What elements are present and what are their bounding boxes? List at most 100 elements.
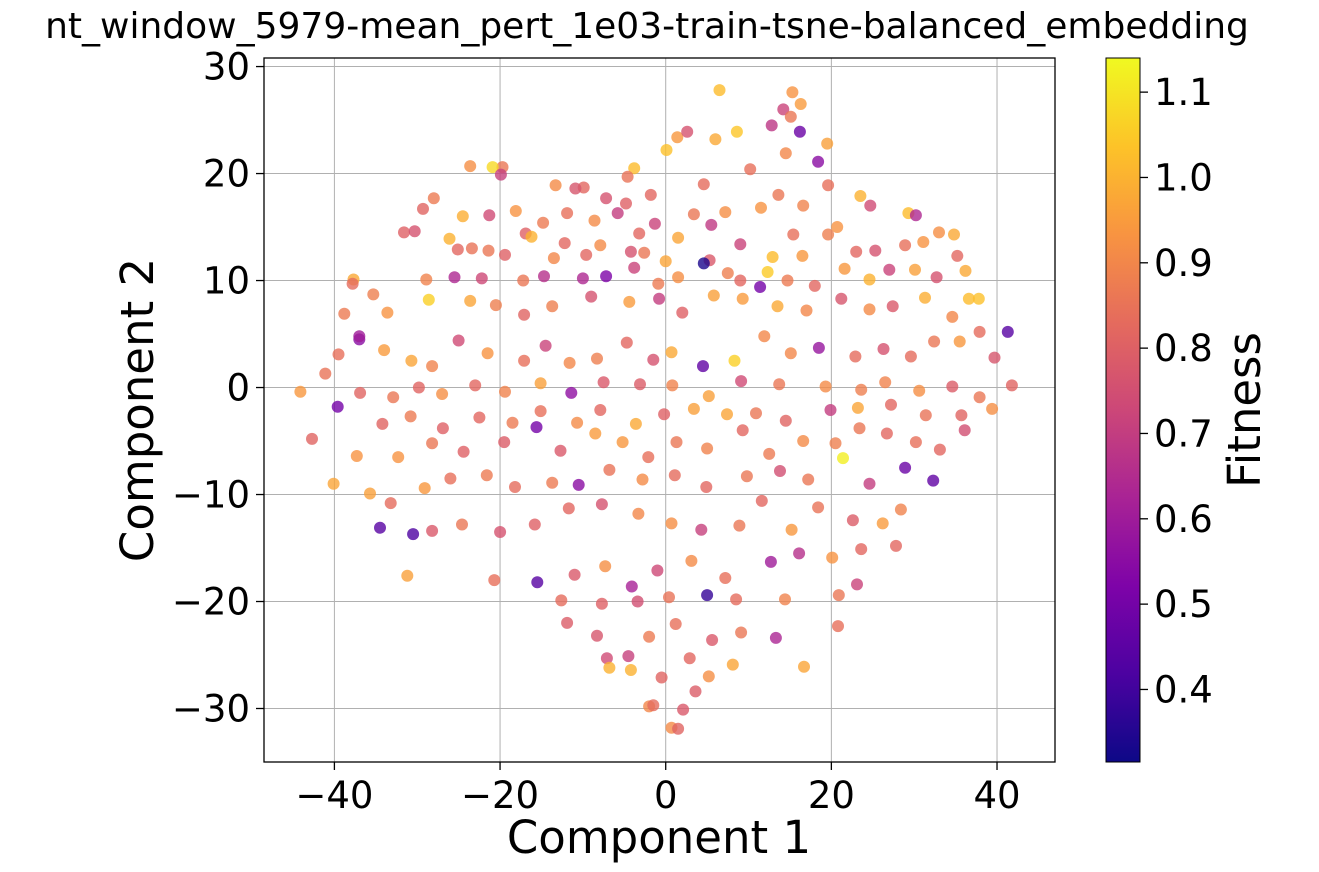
data-point [919, 291, 931, 304]
data-point [721, 267, 734, 280]
data-point [863, 273, 876, 286]
data-point [412, 381, 425, 394]
data-point [469, 379, 482, 392]
data-point [555, 594, 568, 607]
data-point [294, 385, 307, 398]
data-point [672, 722, 685, 735]
data-point [773, 378, 786, 391]
data-point [546, 476, 559, 489]
data-point [973, 391, 986, 404]
data-point [697, 360, 709, 373]
data-point [663, 591, 675, 604]
data-point [418, 482, 431, 495]
data-point [812, 501, 825, 514]
data-point [728, 354, 741, 367]
data-point [876, 517, 889, 530]
data-point [499, 248, 511, 261]
data-point [706, 634, 719, 646]
data-point [824, 404, 837, 416]
data-point [660, 144, 673, 156]
data-point [632, 507, 645, 520]
data-point [374, 521, 386, 534]
data-point [407, 528, 420, 541]
data-point [733, 519, 746, 532]
data-point [647, 699, 660, 712]
data-point [408, 225, 421, 238]
data-point [525, 230, 538, 243]
y-tick-label: 20 [203, 153, 250, 196]
data-point [565, 386, 578, 399]
data-point [600, 192, 613, 205]
data-point [346, 277, 359, 290]
data-point [849, 350, 862, 363]
data-point [494, 526, 507, 538]
data-point [457, 445, 470, 458]
data-point [585, 290, 598, 303]
data-point [638, 246, 651, 259]
data-point [398, 226, 410, 239]
data-point [636, 473, 649, 486]
data-point [863, 477, 876, 490]
data-point [933, 443, 946, 456]
data-point [709, 133, 722, 146]
data-point [829, 437, 842, 450]
data-point [384, 497, 397, 510]
data-point [392, 451, 405, 464]
data-point [547, 252, 560, 265]
y-tick-label: 10 [203, 260, 250, 303]
data-point [464, 160, 477, 173]
data-point [518, 308, 531, 321]
colorbar-label: Fitness [1218, 332, 1271, 488]
data-point [427, 192, 440, 205]
data-point [794, 98, 807, 110]
colorbar-tick-label: 1.0 [1154, 156, 1213, 199]
data-point [665, 346, 678, 359]
data-point [883, 263, 896, 276]
data-point [689, 685, 702, 698]
data-point [530, 421, 543, 434]
data-point [611, 207, 624, 220]
data-point [796, 249, 809, 262]
colorbar-tick-label: 0.5 [1154, 583, 1213, 626]
data-point [765, 119, 778, 132]
data-point [864, 199, 877, 212]
data-point [666, 379, 679, 392]
data-point [793, 547, 806, 560]
data-point [538, 270, 550, 283]
data-point [899, 239, 912, 252]
data-point [754, 281, 767, 293]
y-axis: −30 −20 −10 0 10 20 30 [172, 46, 264, 731]
data-point [879, 376, 892, 389]
data-point [509, 481, 521, 493]
data-point [489, 299, 502, 312]
data-point [838, 262, 851, 275]
data-point [1001, 325, 1014, 338]
data-point [1005, 379, 1018, 392]
data-point [620, 336, 633, 349]
data-point [659, 255, 672, 268]
data-point [595, 597, 608, 610]
data-point [832, 589, 845, 602]
data-point [558, 237, 571, 250]
data-point [306, 432, 318, 445]
data-points [294, 84, 1018, 735]
data-point [643, 630, 656, 643]
data-point [600, 652, 613, 665]
data-point [404, 410, 417, 423]
data-point [624, 664, 637, 676]
data-point [631, 595, 644, 608]
data-point [595, 498, 608, 511]
data-point [948, 228, 960, 241]
data-point [354, 386, 367, 399]
data-point [444, 472, 457, 485]
data-point [736, 292, 749, 305]
colorbar-tick-label: 0.8 [1154, 327, 1213, 370]
data-point [899, 461, 912, 474]
data-point [755, 201, 767, 214]
data-point [973, 325, 986, 338]
data-point [851, 401, 864, 414]
data-point [909, 436, 922, 449]
data-point [802, 473, 815, 486]
data-point [822, 179, 835, 192]
